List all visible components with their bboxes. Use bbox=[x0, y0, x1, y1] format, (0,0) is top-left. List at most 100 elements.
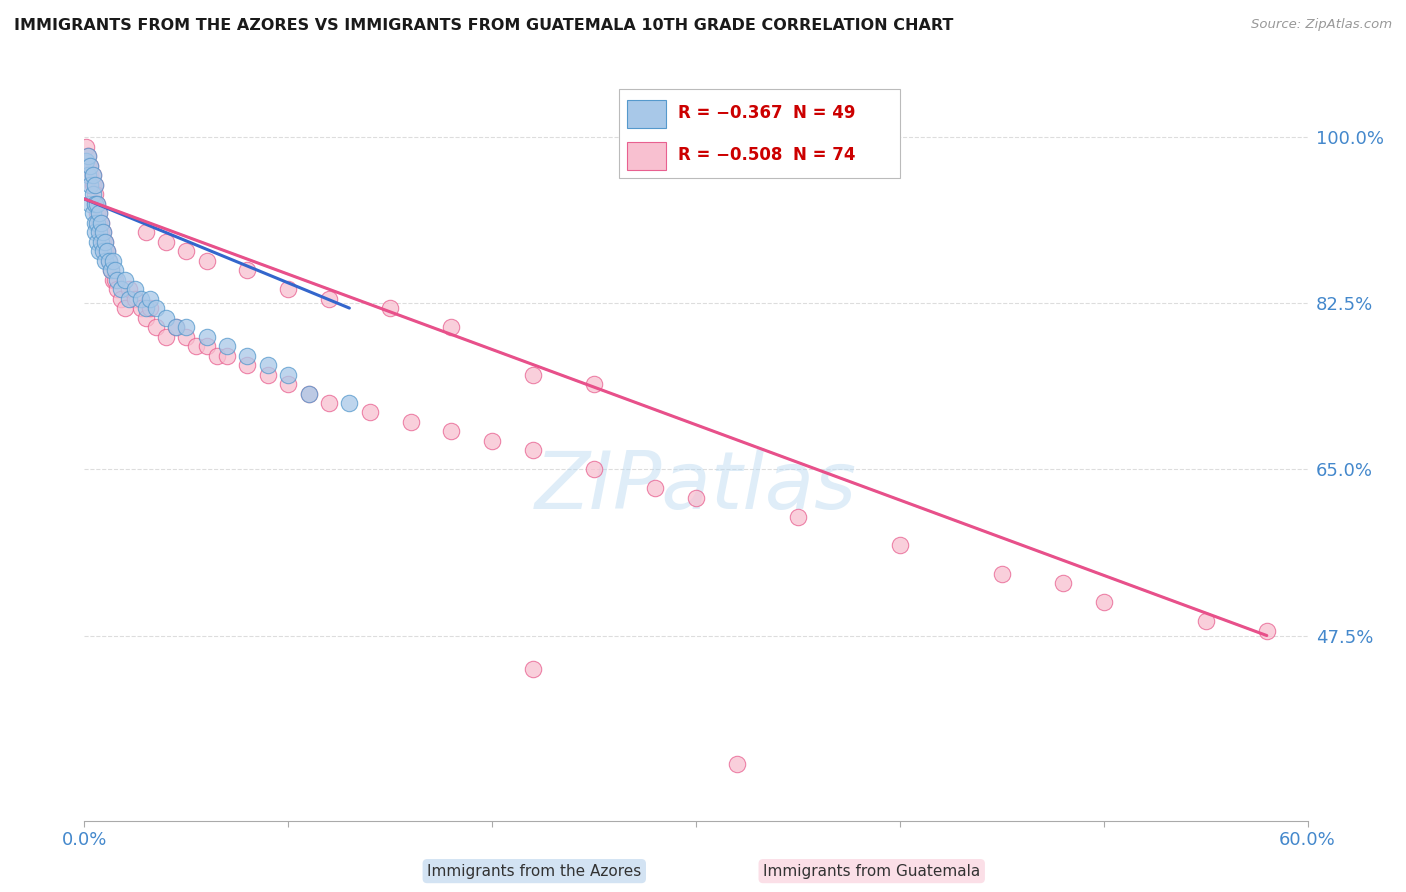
Point bbox=[399, 415, 422, 429]
Point bbox=[217, 339, 239, 353]
Text: Source: ZipAtlas.com: Source: ZipAtlas.com bbox=[1251, 18, 1392, 31]
Point bbox=[298, 386, 321, 401]
Point bbox=[93, 244, 115, 259]
Point bbox=[165, 320, 187, 334]
Point bbox=[991, 566, 1014, 581]
Point bbox=[195, 253, 218, 268]
Point bbox=[104, 272, 127, 286]
Point bbox=[75, 153, 97, 168]
Point bbox=[77, 149, 100, 163]
Point bbox=[174, 329, 197, 343]
Point bbox=[83, 178, 105, 192]
Point bbox=[96, 244, 118, 259]
Point bbox=[97, 253, 120, 268]
Point bbox=[165, 320, 187, 334]
Point bbox=[522, 443, 544, 458]
Point bbox=[440, 320, 463, 334]
Point bbox=[522, 368, 544, 382]
FancyBboxPatch shape bbox=[619, 89, 900, 178]
Text: ZIPatlas: ZIPatlas bbox=[534, 449, 858, 526]
Point bbox=[93, 253, 115, 268]
Point bbox=[83, 216, 105, 230]
Point bbox=[217, 349, 239, 363]
Point bbox=[195, 329, 218, 343]
Point bbox=[79, 196, 101, 211]
Point bbox=[87, 225, 110, 239]
Point bbox=[644, 482, 666, 496]
Point bbox=[135, 301, 157, 315]
Point bbox=[131, 292, 153, 306]
Point bbox=[481, 434, 503, 448]
Point bbox=[339, 396, 361, 410]
Point bbox=[135, 225, 157, 239]
Point bbox=[101, 272, 124, 286]
Point bbox=[77, 159, 100, 173]
Point bbox=[86, 196, 108, 211]
Point bbox=[83, 187, 105, 202]
Point bbox=[155, 235, 177, 249]
Text: R = −0.367: R = −0.367 bbox=[678, 104, 782, 122]
Point bbox=[105, 282, 128, 296]
Point bbox=[135, 310, 157, 325]
Point bbox=[79, 159, 101, 173]
Point bbox=[90, 216, 112, 230]
Point bbox=[380, 301, 402, 315]
Point bbox=[257, 368, 280, 382]
Text: R = −0.508: R = −0.508 bbox=[678, 146, 782, 164]
Point bbox=[205, 349, 228, 363]
Point bbox=[124, 282, 146, 296]
Point bbox=[277, 368, 299, 382]
Point bbox=[91, 244, 114, 259]
Point bbox=[87, 216, 110, 230]
Text: N = 74: N = 74 bbox=[793, 146, 855, 164]
Point bbox=[104, 263, 127, 277]
Point bbox=[236, 349, 259, 363]
Point bbox=[114, 301, 136, 315]
Point bbox=[889, 538, 911, 552]
Point bbox=[79, 178, 101, 192]
Point bbox=[186, 339, 208, 353]
Point bbox=[82, 168, 104, 182]
Text: Immigrants from the Azores: Immigrants from the Azores bbox=[427, 863, 641, 879]
Point bbox=[277, 377, 299, 392]
Point bbox=[318, 396, 340, 410]
Point bbox=[118, 282, 141, 296]
Point bbox=[87, 206, 110, 220]
Point bbox=[257, 358, 280, 372]
Point bbox=[787, 509, 810, 524]
Point bbox=[100, 263, 122, 277]
Point bbox=[83, 225, 105, 239]
Point bbox=[174, 244, 197, 259]
Point bbox=[83, 196, 105, 211]
Point bbox=[110, 282, 132, 296]
Point bbox=[583, 377, 606, 392]
Point bbox=[145, 320, 167, 334]
Point bbox=[90, 235, 112, 249]
Point bbox=[91, 235, 114, 249]
Point bbox=[685, 491, 707, 505]
Point bbox=[236, 263, 259, 277]
Point bbox=[91, 225, 114, 239]
Point bbox=[174, 320, 197, 334]
Point bbox=[131, 301, 153, 315]
Point bbox=[236, 358, 259, 372]
Point bbox=[101, 253, 124, 268]
Point bbox=[440, 425, 463, 439]
Point bbox=[87, 244, 110, 259]
Point bbox=[105, 272, 128, 286]
Point bbox=[1195, 615, 1218, 629]
Point bbox=[725, 756, 748, 771]
Text: Immigrants from Guatemala: Immigrants from Guatemala bbox=[763, 863, 980, 879]
Point bbox=[359, 405, 381, 419]
Point bbox=[86, 196, 108, 211]
Point bbox=[110, 292, 132, 306]
Point bbox=[82, 178, 104, 192]
Point bbox=[318, 292, 340, 306]
Point bbox=[82, 168, 104, 182]
Point bbox=[277, 282, 299, 296]
Point bbox=[77, 149, 100, 163]
Point bbox=[77, 168, 100, 182]
Point bbox=[82, 187, 104, 202]
Point bbox=[138, 301, 160, 315]
Point bbox=[93, 235, 115, 249]
